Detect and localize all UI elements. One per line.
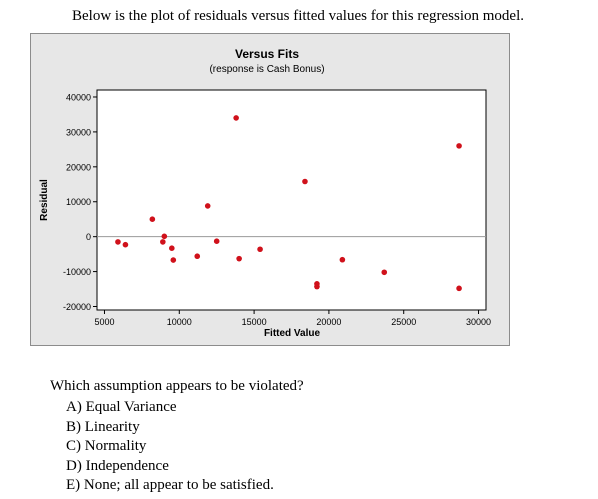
chart-subtitle: (response is Cash Bonus) [209,64,324,75]
residual-point [302,178,308,185]
plot-area [96,89,487,311]
answer-options: A) Equal Variance B) Linearity C) Normal… [66,398,274,496]
residual-point [339,256,346,263]
residual-point [122,241,129,248]
residual-point [115,239,121,245]
intro-text: Below is the plot of residuals versus fi… [72,8,524,24]
residual-point [236,255,242,262]
x-tick-label: 30000 [466,317,491,327]
residual-point [149,216,156,223]
x-axis-label: Fitted Value [264,328,321,339]
question-prompt: Which assumption appears to be violated? [50,378,304,394]
x-tick-label: 10000 [167,317,192,327]
residual-point [456,143,462,149]
residual-point [160,239,166,245]
option-d: D) Independence [66,457,169,474]
option-c: C) Normality [66,438,147,455]
residual-point [204,203,211,209]
y-tick-label: 0 [86,232,91,242]
chart-title: Versus Fits [235,47,299,61]
residual-point [257,246,263,253]
residual-point [169,245,175,251]
residual-point [233,115,239,121]
option-e: E) None; all appear to be satisfied. [66,477,274,494]
x-tick-label: 20000 [316,317,341,327]
residual-point [161,233,168,240]
y-tick-label: 40000 [66,92,91,102]
y-tick-label: -20000 [63,302,91,312]
option-a: A) Equal Variance [66,399,177,415]
residual-point [314,283,320,290]
x-tick-label: 15000 [242,317,267,327]
residual-point [213,238,220,245]
residual-point [194,253,201,260]
y-tick-label: 30000 [66,127,91,137]
x-tick-label: 5000 [94,317,114,327]
option-b: B) Linearity [66,418,140,435]
y-tick-label: 20000 [66,162,91,172]
y-tick-label: 10000 [66,197,91,207]
x-tick-label: 25000 [391,317,416,327]
residual-point [381,269,388,276]
residuals-vs-fits-chart: Versus Fits (response is Cash Bonus) -20… [39,47,491,339]
y-tick-label: -10000 [63,267,91,277]
residual-point [456,285,462,292]
residual-point [170,257,177,263]
y-axis-label: Residual [39,179,50,221]
